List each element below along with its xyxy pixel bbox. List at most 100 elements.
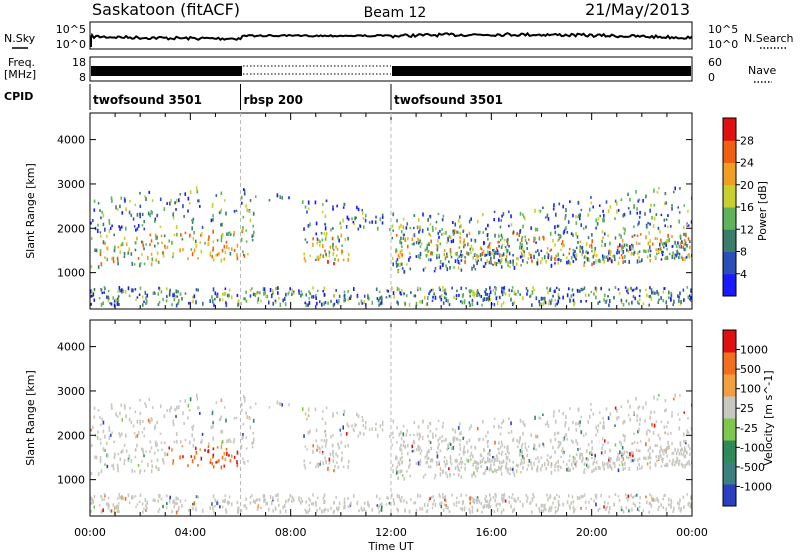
power-cell — [657, 249, 660, 254]
power-cell — [439, 259, 442, 265]
power-cell — [402, 217, 405, 221]
power-cell — [654, 237, 657, 241]
power-cell — [683, 240, 686, 244]
power-cell — [491, 252, 493, 256]
velocity-cell — [628, 509, 630, 513]
power-cell — [298, 292, 300, 295]
velocity-cell — [105, 441, 108, 445]
power-cell — [572, 252, 575, 257]
power-cell — [502, 212, 505, 216]
power-cell — [513, 300, 516, 305]
velocity-cell — [504, 499, 507, 503]
power-cell — [546, 213, 549, 218]
power-cell — [616, 248, 619, 252]
power-cell — [572, 260, 575, 263]
power-cell — [582, 227, 585, 230]
velocity-cell — [659, 449, 661, 454]
velocity-cell — [469, 502, 471, 505]
power-cell — [164, 244, 166, 248]
power-cell — [511, 302, 514, 307]
power-cell — [671, 254, 674, 260]
velocity-cell — [458, 462, 461, 465]
power-cell — [528, 251, 531, 256]
power-cell — [642, 198, 644, 203]
colorbar-tick-label: 24 — [740, 157, 754, 170]
velocity-cell — [642, 509, 645, 512]
velocity-cell — [565, 415, 567, 420]
power-cell — [682, 288, 685, 292]
velocity-cell — [637, 430, 639, 434]
velocity-cell — [192, 443, 195, 448]
power-cell — [459, 253, 462, 256]
power-cell — [172, 252, 175, 257]
power-cell — [163, 234, 166, 238]
power-cell — [361, 211, 364, 216]
velocity-cell — [545, 466, 548, 471]
power-cell — [396, 219, 398, 223]
velocity-cell — [225, 508, 227, 512]
power-cell — [603, 218, 605, 223]
velocity-cell — [577, 447, 579, 451]
power-cell — [347, 217, 350, 221]
velocity-cell — [567, 494, 570, 498]
power-cell — [665, 242, 668, 247]
power-cell — [488, 260, 491, 265]
velocity-cell — [135, 435, 137, 439]
power-cell — [645, 293, 648, 298]
power-cell — [437, 238, 439, 243]
power-cell — [591, 239, 594, 244]
velocity-cell — [501, 450, 504, 454]
power-cell — [468, 219, 471, 224]
power-cell — [443, 252, 446, 257]
velocity-cell — [478, 437, 481, 441]
power-cell — [451, 286, 453, 290]
velocity-cell — [247, 460, 249, 463]
velocity-cell — [618, 463, 621, 467]
power-cell — [635, 241, 638, 245]
velocity-cell — [467, 459, 470, 463]
power-cell — [400, 230, 403, 234]
power-cell — [469, 295, 471, 298]
power-cell — [593, 292, 595, 296]
power-cell — [247, 253, 249, 256]
power-cell — [527, 238, 530, 241]
velocity-cell — [686, 451, 688, 455]
velocity-cell — [437, 419, 440, 423]
velocity-cell — [165, 494, 168, 498]
power-cell — [268, 199, 271, 202]
velocity-cell — [364, 420, 367, 425]
power-cell — [470, 289, 473, 293]
velocity-cell — [633, 441, 636, 444]
power-cell — [499, 260, 502, 265]
velocity-cell — [590, 403, 592, 406]
power-cell — [510, 297, 512, 302]
velocity-cell — [300, 497, 303, 500]
velocity-cell — [347, 465, 349, 469]
velocity-cell — [522, 422, 525, 426]
power-cell — [541, 256, 544, 261]
power-cell — [447, 299, 449, 303]
velocity-cell — [134, 447, 137, 452]
velocity-cell — [448, 510, 451, 514]
power-cell — [121, 211, 124, 215]
power-cell — [632, 295, 635, 299]
power-cell — [266, 294, 269, 299]
power-cell — [480, 294, 483, 299]
velocity-cell — [562, 460, 565, 464]
velocity-cell — [683, 505, 685, 509]
velocity-cell — [553, 497, 556, 501]
power-cell — [517, 257, 519, 261]
power-cell — [243, 254, 246, 258]
power-cell — [493, 248, 495, 253]
power-cell — [187, 209, 189, 213]
power-cell — [614, 199, 617, 203]
power-cell — [457, 260, 460, 265]
power-cell — [638, 242, 641, 245]
power-cell — [173, 292, 175, 295]
power-cell — [470, 238, 473, 242]
velocity-cell — [481, 458, 484, 464]
velocity-cell — [139, 419, 141, 423]
velocity-cell — [171, 510, 173, 514]
power-cell — [601, 239, 603, 244]
velocity-cell — [522, 466, 524, 470]
